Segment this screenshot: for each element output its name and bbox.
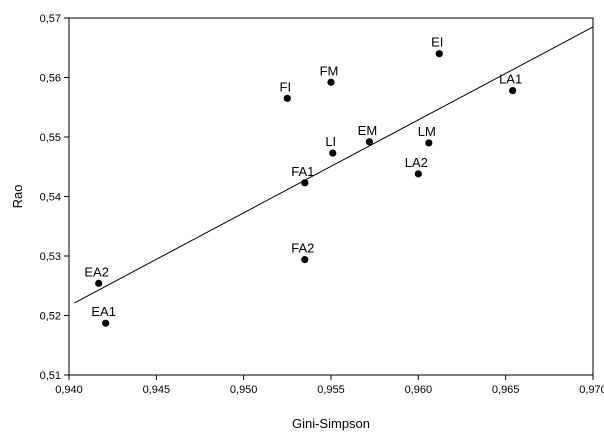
data-point-fm [327, 78, 335, 86]
data-point-fi [283, 94, 291, 102]
data-point-fa1 [301, 179, 309, 187]
y-tick-label: 0,53 [40, 251, 61, 263]
point-label-fm: FM [320, 63, 339, 78]
y-tick-label: 0,56 [40, 73, 61, 85]
data-point-ea2 [95, 279, 103, 287]
x-tick-label: 0,945 [143, 384, 171, 396]
data-point-em [365, 138, 374, 146]
point-label-la1: LA1 [499, 72, 522, 87]
point-label-la2: LA2 [405, 155, 428, 170]
x-tick-label: 0,960 [405, 384, 433, 396]
x-tick-label: 0,965 [492, 384, 520, 396]
x-tick-label: 0,970 [579, 384, 604, 396]
point-label-ea2: EA2 [84, 264, 109, 279]
point-label-fa2: FA2 [291, 241, 314, 256]
point-label-fi: FI [280, 79, 292, 94]
data-point-li [329, 149, 337, 157]
regression-line [74, 26, 594, 304]
y-tick-label: 0,57 [40, 13, 61, 25]
x-tick-label: 0,955 [317, 384, 345, 396]
data-point-la2 [414, 170, 422, 178]
y-tick-label: 0,55 [40, 132, 61, 144]
point-label-ei: EI [431, 35, 443, 50]
data-point-lm [425, 139, 433, 147]
y-axis-title: Rao [10, 185, 25, 209]
data-point-fa2 [301, 255, 309, 264]
point-label-em: EM [358, 123, 378, 138]
y-tick-label: 0,51 [40, 370, 61, 382]
y-tick-label: 0,52 [40, 311, 61, 323]
x-tick-label: 0,950 [230, 384, 258, 396]
data-point-la1 [509, 86, 517, 95]
x-tick-label: 0,940 [55, 384, 83, 396]
point-label-li: LI [325, 134, 336, 149]
x-axis-title: Gini-Simpson [292, 416, 370, 431]
data-point-ei [435, 50, 443, 58]
point-label-lm: LM [418, 124, 436, 139]
point-label-ea1: EA1 [91, 304, 116, 319]
y-tick-label: 0,54 [40, 192, 61, 204]
point-label-fa1: FA1 [291, 164, 314, 179]
data-point-ea1 [102, 319, 110, 327]
plot-area: 0,940 0,945 0,950 0,955 0,960 0,965 0,970 0,51 0… [40, 13, 604, 396]
